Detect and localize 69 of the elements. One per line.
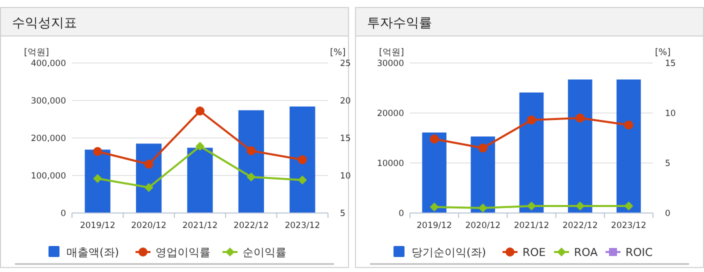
x-tick-label: 2020/12: [131, 221, 166, 231]
y2-tick-label: 10: [340, 172, 351, 182]
point: [576, 114, 585, 122]
y-tick-label: 20000: [376, 109, 404, 119]
y-axis-title: [억원]: [379, 48, 404, 58]
y2-tick-label: 5: [665, 159, 670, 169]
chart-title: 수익성지표: [12, 16, 77, 31]
point: [196, 142, 204, 151]
bar: [84, 150, 110, 213]
point: [93, 174, 102, 183]
point: [144, 160, 154, 169]
point: [478, 144, 488, 152]
point: [196, 106, 204, 116]
y-tick-label: 200,000: [30, 134, 66, 144]
legend-label: ROE: [522, 246, 546, 259]
y-tick-label: 0: [60, 209, 66, 219]
legend-label: 영업이익률: [156, 246, 210, 259]
bar: [568, 80, 592, 213]
x-tick-label: 2022/12: [234, 221, 269, 231]
legend-label: 당기순이익(좌): [412, 246, 486, 259]
point: [430, 202, 439, 212]
point: [144, 183, 154, 192]
point: [246, 172, 256, 182]
bar: [519, 92, 544, 213]
x-tick-label: 2022/12: [562, 221, 598, 231]
y2-axis-title: [%]: [655, 48, 671, 58]
bar: [290, 106, 316, 213]
y2-tick-label: 10: [665, 109, 676, 119]
legend-label: ROIC: [626, 246, 654, 259]
legend-label: 매출액(좌): [66, 246, 120, 259]
legend-label: 순이익률: [242, 246, 286, 259]
bar: [616, 80, 641, 213]
y2-tick-label: 20: [340, 96, 351, 106]
point: [527, 116, 536, 124]
x-tick-label: 2021/12: [182, 221, 218, 231]
point: [624, 202, 634, 210]
point: [527, 202, 536, 210]
x-tick-label: 2023/12: [284, 221, 320, 231]
legend-label: ROA: [574, 246, 598, 259]
x-tick-label: 2019/12: [416, 221, 452, 231]
point: [93, 147, 102, 156]
point: [478, 204, 488, 212]
point: [298, 176, 307, 184]
chart-title: 투자수익률: [367, 16, 432, 31]
point: [430, 134, 439, 144]
bar: [238, 110, 264, 213]
y-tick-label: 10000: [376, 159, 404, 169]
y2-tick-label: 15: [665, 59, 676, 69]
y-axis-title: [억원]: [24, 48, 50, 58]
x-tick-label: 2021/12: [514, 221, 550, 231]
point: [246, 146, 256, 156]
point: [624, 120, 634, 130]
x-tick-label: 2019/12: [80, 221, 116, 231]
y-tick-label: 30000: [376, 59, 404, 69]
x-tick-label: 2023/12: [611, 221, 646, 231]
y2-tick-label: 5: [340, 209, 346, 219]
y2-tick-label: 15: [340, 134, 351, 144]
y-tick-label: 400,000: [30, 59, 66, 69]
bar: [470, 136, 496, 213]
y-tick-label: 300,000: [30, 96, 66, 106]
y2-axis-title: [%]: [330, 48, 346, 58]
y-tick-label: 100,000: [30, 172, 66, 182]
point: [298, 155, 307, 164]
y2-tick-label: 0: [665, 209, 670, 219]
y-tick-label: 0: [398, 209, 404, 219]
x-tick-label: 2020/12: [465, 221, 501, 231]
bar: [187, 148, 213, 213]
bar: [422, 132, 446, 213]
y2-tick-label: 25: [340, 59, 351, 69]
